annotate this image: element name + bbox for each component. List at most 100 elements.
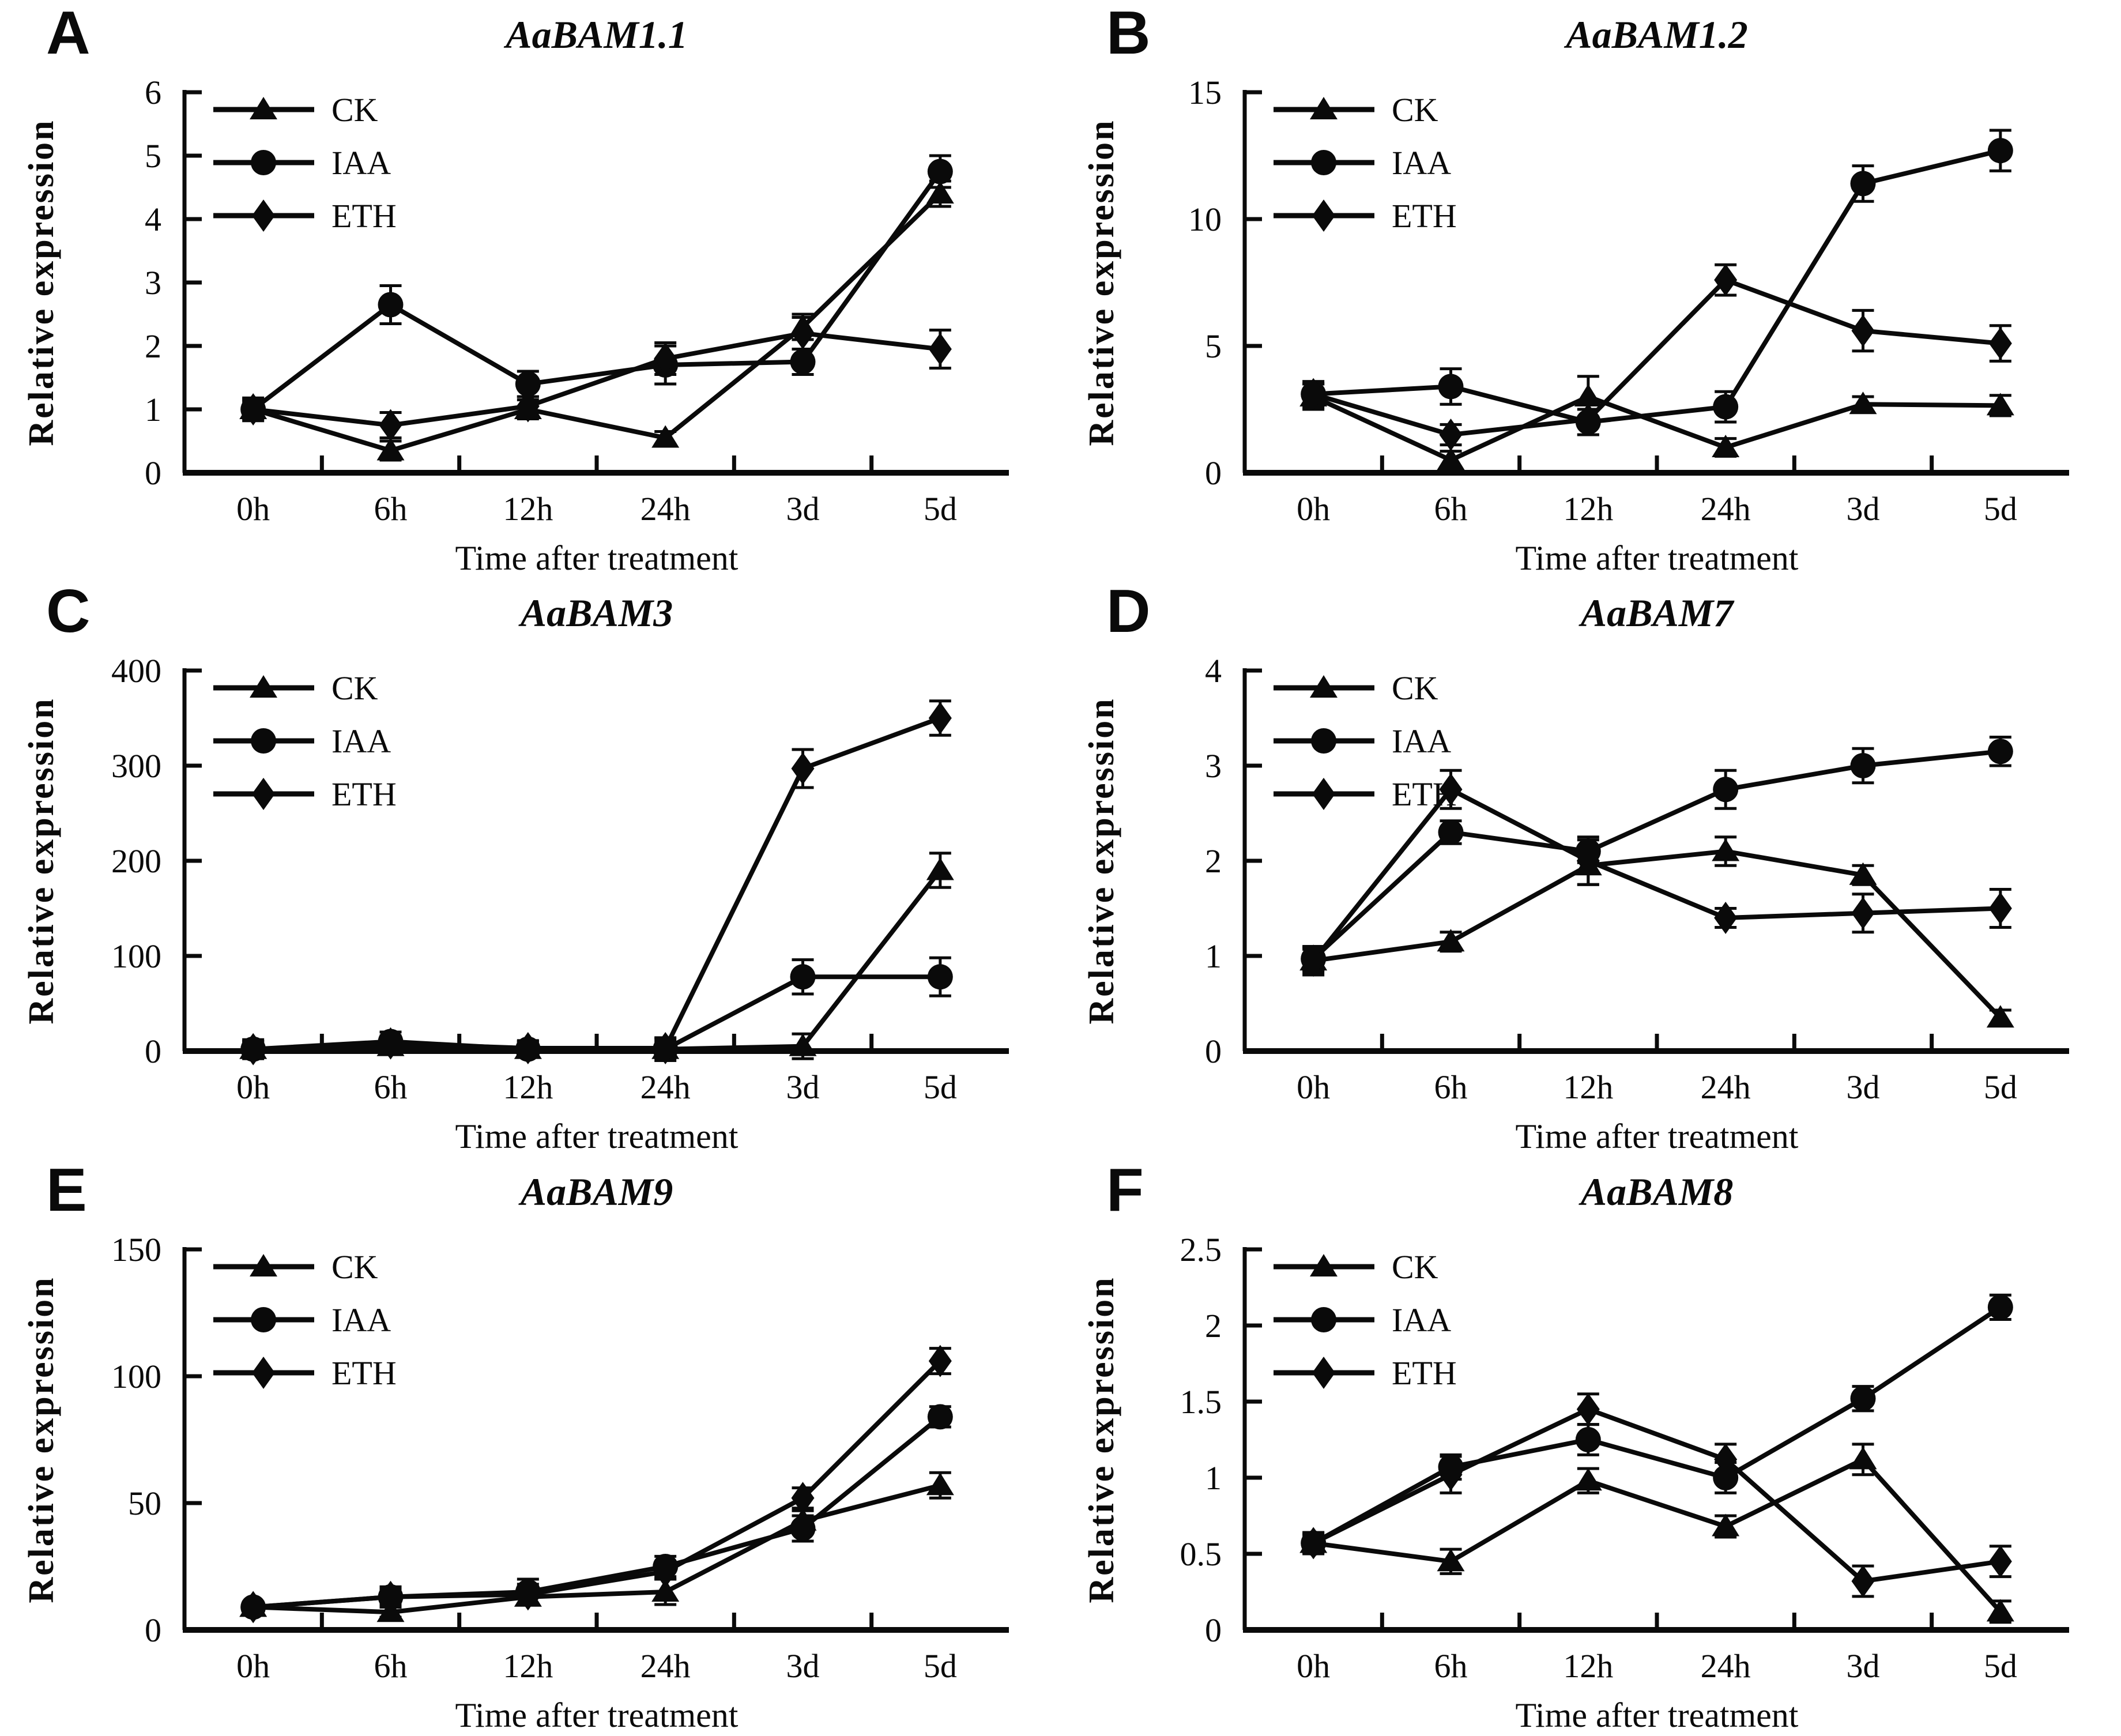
x-tick-label: 3d (786, 1647, 820, 1685)
series-line (253, 1359, 942, 1610)
x-tick-label: 12h (503, 490, 553, 528)
y-tick-label: 1 (1205, 1459, 1222, 1497)
x-tick-label: 0h (1297, 1068, 1330, 1106)
circle-marker (927, 1404, 953, 1430)
y-tick-label: 3 (1205, 747, 1222, 785)
diamond-marker (1312, 199, 1335, 232)
panel-b: B AaBAM1.2 0 5 10 15 0h 6h 12h 24h 3d 5d Relative … (1060, 0, 2121, 578)
series-line (253, 192, 942, 453)
panel-letter: C (46, 578, 91, 645)
panel-letter: D (1106, 578, 1151, 645)
legend-label: ETH (331, 1354, 397, 1392)
y-tick-label: 150 (111, 1231, 161, 1268)
panel-title: AaBAM7 (1580, 591, 1734, 635)
series-CK (1299, 835, 2014, 1028)
x-tick-label: 12h (503, 1647, 553, 1685)
diamond-marker (1439, 773, 1463, 806)
legend: CK IAA ETH (213, 669, 397, 813)
y-tick-label: 1.5 (1180, 1383, 1222, 1421)
x-tick-label: 24h (641, 490, 691, 528)
diamond-marker (242, 1033, 265, 1065)
series-line (1313, 1456, 2002, 1614)
series-ETH (242, 699, 952, 1065)
circle-marker (251, 728, 276, 754)
legend: CK IAA ETH (213, 91, 397, 235)
y-tick-label: 5 (1205, 327, 1222, 365)
diamond-marker (379, 1580, 402, 1613)
diamond-marker (791, 1482, 815, 1515)
y-tick-label: 5 (145, 137, 161, 175)
triangle-marker (789, 1033, 817, 1056)
y-tick-label: 200 (111, 842, 161, 880)
diamond-marker (654, 342, 677, 375)
legend-label: CK (1392, 669, 1438, 707)
x-tick-label: 5d (1984, 1068, 2017, 1106)
diamond-marker (252, 778, 275, 810)
circle-marker (251, 150, 276, 175)
triangle-marker (1437, 929, 1465, 952)
series-ETH (242, 1345, 952, 1624)
circle-marker (1850, 1385, 1876, 1411)
diamond-marker (379, 1027, 402, 1060)
y-tick-label: 50 (128, 1485, 161, 1522)
x-tick-label: 3d (786, 1068, 820, 1106)
diamond-marker (1576, 845, 1600, 877)
x-tick-label: 12h (1563, 490, 1613, 528)
diamond-marker (1312, 1357, 1335, 1389)
triangle-marker (250, 1254, 277, 1276)
panel-f: F AaBAM8 0 0.5 1 1.5 2 2.5 0h 6h 12h 24h 3d 5d Relat… (1060, 1157, 2121, 1736)
x-tick-label: 24h (641, 1068, 691, 1106)
y-tick-label: 4 (1205, 652, 1222, 690)
triangle-marker (1849, 862, 1877, 885)
triangle-marker (926, 1473, 954, 1496)
legend-label: IAA (331, 144, 391, 182)
line-chart-canvas: 0 1 2 3 4 5 6 0h 6h 12h 24h 3d 5d Relative expression… (22, 74, 1009, 577)
panel-letter: A (46, 0, 91, 67)
triangle-marker (1310, 97, 1338, 119)
diamond-marker (516, 1032, 540, 1065)
y-tick-label: 2.5 (1180, 1231, 1222, 1268)
triangle-marker (1849, 1447, 1877, 1470)
diamond-marker (654, 1032, 677, 1065)
x-tick-label: 3d (1847, 490, 1880, 528)
series-line (1312, 394, 2001, 463)
diamond-marker (1988, 892, 2012, 925)
x-tick-label: 6h (1434, 1647, 1468, 1685)
legend-label: IAA (1392, 1301, 1451, 1339)
diamond-marker (516, 390, 540, 423)
line-chart-canvas: 0 100 200 300 400 0h 6h 12h 24h 3d 5d Relative expr… (22, 652, 1009, 1155)
x-tick-label: 0h (236, 490, 270, 528)
diamond-marker (1851, 897, 1875, 929)
y-tick-label: 300 (111, 747, 161, 785)
diamond-marker (1302, 1527, 1325, 1560)
circle-marker (790, 349, 816, 375)
diamond-marker (928, 702, 952, 735)
diamond-marker (1988, 1545, 2012, 1578)
panel-title: AaBAM3 (520, 591, 673, 635)
series-line (253, 330, 941, 428)
triangle-marker (1712, 435, 1740, 457)
x-tick-label: 6h (1434, 490, 1468, 528)
y-tick-label: 2 (1205, 842, 1222, 880)
x-tick-label: 0h (1297, 490, 1330, 528)
legend-label: IAA (1392, 144, 1451, 182)
y-axis-label: Relative expression (1082, 119, 1121, 446)
y-tick-label: 0 (1205, 1611, 1222, 1649)
triangle-marker (926, 181, 954, 204)
series-line (1313, 849, 2002, 1020)
series-ETH (1302, 263, 2012, 451)
series-line (253, 869, 942, 1052)
legend-label: CK (331, 1248, 378, 1286)
legend-label: IAA (331, 722, 391, 760)
diamond-marker (928, 333, 952, 366)
legend: CK IAA ETH (213, 1248, 397, 1392)
triangle-marker (1986, 1005, 2014, 1028)
y-tick-label: 15 (1188, 74, 1222, 111)
circle-marker (251, 1307, 276, 1332)
x-tick-label: 5d (1984, 490, 2017, 528)
x-tick-label: 24h (641, 1647, 691, 1685)
x-tick-label: 6h (374, 1647, 408, 1685)
triangle-marker (1712, 838, 1740, 861)
x-tick-label: 3d (786, 490, 820, 528)
y-tick-label: 3 (145, 264, 161, 302)
